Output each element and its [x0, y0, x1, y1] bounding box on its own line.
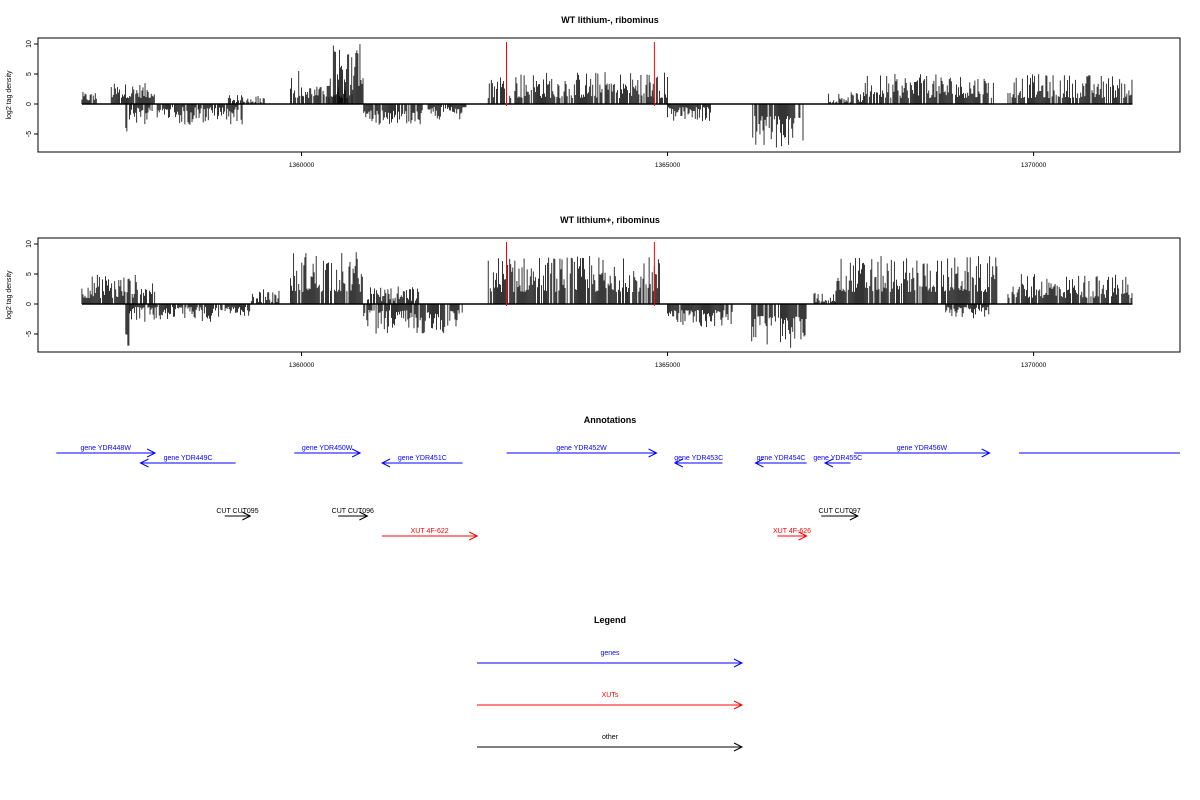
- arrow-head: [648, 448, 658, 458]
- annotation-feature: gene YDR453C: [673, 455, 723, 468]
- track-panel-lithium-plus: WT lithium+, ribominus log2 tag density …: [6, 215, 1181, 369]
- legend-entry: XUTs: [477, 692, 744, 710]
- annotation-label: XUT 4F-622: [411, 528, 449, 535]
- annotation-feature: gene YDR449C: [139, 455, 236, 468]
- annotation-feature: gene YDR456W: [854, 445, 991, 458]
- annotation-label: CUT CUT096: [332, 508, 374, 515]
- panel-title: WT lithium-, ribominus: [561, 15, 659, 25]
- annotation-label: gene YDR453C: [674, 455, 723, 462]
- annotation-feature: CUT CUT095: [216, 508, 259, 521]
- legend-label: other: [602, 734, 619, 741]
- y-tick-label: 10: [26, 40, 33, 48]
- annotation-label: gene YDR451C: [398, 455, 447, 462]
- legend-panel: Legend genes XUTs other: [477, 615, 744, 752]
- x-tick-label: 1365000: [655, 162, 681, 169]
- annotation-feature: CUT CUT096: [332, 508, 374, 521]
- x-tick-label: 1365000: [655, 362, 681, 369]
- y-tick-label: 0: [26, 302, 33, 306]
- arrow-head: [469, 531, 479, 541]
- x-tick-label: 1370000: [1021, 162, 1047, 169]
- plot-frame: [37, 237, 1181, 353]
- y-axis-label: log2 tag density: [6, 270, 13, 320]
- annotation-tracks: gene YDR448W gene YDR449C gene YDR450W gene…: [56, 445, 1180, 541]
- annotation-feature: XUT 4F-626: [773, 528, 811, 541]
- arrow-head: [849, 511, 860, 521]
- density-bars: [81, 252, 1133, 348]
- y-axis-label: log2 tag density: [6, 70, 13, 120]
- arrow-head: [673, 458, 684, 468]
- annotation-feature: gene YDR452W: [506, 445, 658, 458]
- annotation-feature: gene YDR450W: [294, 445, 362, 458]
- y-tick-label: 10: [26, 240, 33, 248]
- annotation-label: CUT CUT095: [216, 508, 258, 515]
- annotation-feature: XUT 4F-622: [382, 528, 479, 541]
- y-tick-label: 0: [26, 102, 33, 106]
- y-tick-label: -5: [26, 131, 33, 137]
- arrow-head: [242, 511, 252, 521]
- y-tick-label: -5: [26, 331, 33, 337]
- annotation-feature: gene YDR451C: [380, 455, 463, 468]
- arrow-head: [146, 448, 157, 458]
- arrow-head: [359, 511, 369, 521]
- arrow-head: [139, 458, 149, 468]
- legend-entry: genes: [477, 650, 744, 668]
- arrow-head: [754, 458, 764, 468]
- plot-area: -5 0 5 10 1360000 1365000 1370000: [26, 237, 1181, 369]
- x-tick-label: 1370000: [1021, 362, 1047, 369]
- arrow-head: [823, 458, 834, 468]
- annotation-label: gene YDR450W: [302, 445, 353, 452]
- plot-frame: [37, 37, 1181, 153]
- track-panel-lithium-minus: WT lithium-, ribominus log2 tag density …: [6, 15, 1181, 169]
- legend-title: Legend: [594, 615, 626, 625]
- annotations-title: Annotations: [584, 415, 637, 425]
- annotation-label: XUT 4F-626: [773, 528, 811, 535]
- arrow-head: [733, 658, 744, 668]
- arrow-head: [380, 458, 391, 468]
- annotation-label: gene YDR448W: [80, 445, 131, 452]
- annotation-label: CUT CUT097: [818, 508, 860, 515]
- annotation-label: gene YDR449C: [164, 455, 213, 462]
- arrow-head: [733, 700, 744, 710]
- y-tick-label: 5: [26, 272, 33, 276]
- annotation-label: gene YDR452W: [556, 445, 607, 452]
- legend-entry: other: [477, 734, 744, 752]
- legend-items: genes XUTs other: [477, 650, 744, 752]
- arrow-head: [798, 531, 808, 541]
- arrow-head: [351, 448, 362, 458]
- x-tick-label: 1360000: [289, 162, 315, 169]
- annotation-label: gene YDR455C: [813, 455, 862, 462]
- annotation-label: gene YDR454C: [757, 455, 806, 462]
- annotation-feature: gene YDR448W: [56, 445, 157, 458]
- annotation-feature: gene YDR454C: [754, 455, 807, 468]
- plot-area: -5 0 5 10 1360000 1365000 1370000: [26, 37, 1181, 169]
- arrow-head: [981, 448, 991, 458]
- legend-label: XUTs: [602, 692, 619, 699]
- legend-label: genes: [600, 650, 620, 657]
- density-bars: [81, 44, 1133, 148]
- panel-title: WT lithium+, ribominus: [560, 215, 660, 225]
- annotation-feature: gene YDR455C: [813, 455, 862, 468]
- annotation-feature: CUT CUT097: [818, 508, 861, 521]
- arrow-head: [733, 742, 744, 752]
- annotation-label: gene YDR456W: [897, 445, 948, 452]
- x-tick-label: 1360000: [289, 362, 315, 369]
- y-tick-label: 5: [26, 72, 33, 76]
